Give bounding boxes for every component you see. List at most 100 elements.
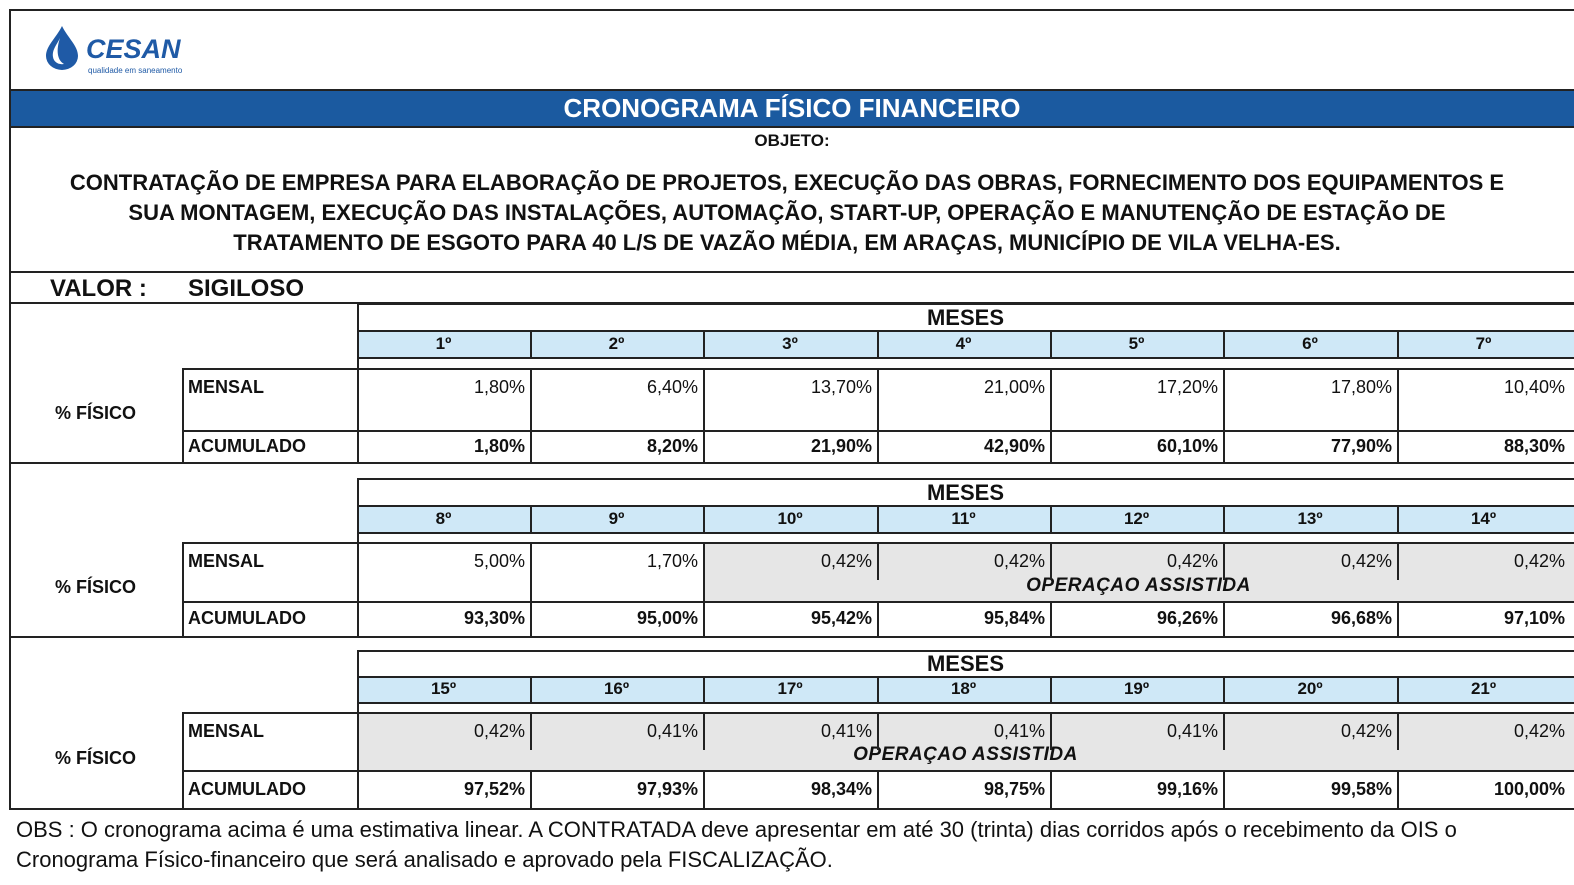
rule xyxy=(1050,505,1052,532)
rule xyxy=(1223,505,1225,532)
rule xyxy=(530,712,532,750)
month-label: 10º xyxy=(777,509,803,528)
month-label: 7º xyxy=(1475,334,1492,353)
rule xyxy=(530,330,532,357)
monthly-value: 0,41% xyxy=(1166,721,1218,741)
value: SIGILOSO xyxy=(188,275,305,302)
object-label: OBJETO: xyxy=(754,131,830,150)
month-header-bg xyxy=(357,676,1574,702)
rule xyxy=(703,368,705,462)
months-header: MESES xyxy=(926,480,1005,505)
cumulative-value: 98,34% xyxy=(810,779,872,799)
rule xyxy=(10,808,1574,810)
rule xyxy=(182,368,184,463)
rule xyxy=(182,542,184,637)
months-header: MESES xyxy=(926,305,1005,330)
monthly-value: 10,40% xyxy=(1503,377,1565,397)
rule xyxy=(703,330,705,357)
monthly-value: 1,80% xyxy=(473,377,525,397)
month-label: 20º xyxy=(1297,679,1323,698)
rule xyxy=(877,712,879,750)
monthly-value: 13,70% xyxy=(810,377,872,397)
logo-tagline: qualidade em saneamento xyxy=(88,66,183,75)
monthly-value: 0,42% xyxy=(1513,551,1565,571)
object-line: SUA MONTAGEM, EXECUÇÃO DAS INSTALAÇÕES, … xyxy=(128,200,1446,225)
obs-line: Cronograma Físico-financeiro que será an… xyxy=(16,847,833,872)
rule xyxy=(530,505,532,532)
cumulative-value: 77,90% xyxy=(1330,436,1392,456)
cumulative-value: 60,10% xyxy=(1156,436,1218,456)
row-group-label: % FÍSICO xyxy=(55,403,137,423)
monthly-value: 21,00% xyxy=(983,377,1045,397)
rule xyxy=(357,650,359,809)
shaded-area xyxy=(703,542,1574,601)
cumulative-value: 95,00% xyxy=(636,608,698,628)
row-label: MENSAL xyxy=(188,551,264,571)
month-label: 13º xyxy=(1297,509,1323,528)
cumulative-value: 97,52% xyxy=(463,779,525,799)
logo-drop xyxy=(46,26,78,70)
rule xyxy=(703,542,705,636)
month-label: 1º xyxy=(435,334,452,353)
monthly-value: 0,41% xyxy=(993,721,1045,741)
cumulative-value: 95,84% xyxy=(983,608,1045,628)
rule xyxy=(357,330,1574,332)
monthly-value: 0,42% xyxy=(820,551,872,571)
rule xyxy=(1050,601,1052,636)
rule xyxy=(357,303,359,463)
shaded-area xyxy=(357,712,1574,770)
monthly-value: 17,80% xyxy=(1330,377,1392,397)
month-label: 4º xyxy=(955,334,972,353)
rule xyxy=(1050,770,1052,808)
month-label: 21º xyxy=(1470,679,1497,698)
month-label: 16º xyxy=(603,679,630,698)
month-label: 6º xyxy=(1302,334,1318,353)
rule xyxy=(182,712,184,809)
monthly-value: 0,41% xyxy=(646,721,698,741)
rule xyxy=(1050,712,1052,750)
rule xyxy=(1397,330,1399,357)
rule xyxy=(1223,676,1225,702)
rule xyxy=(10,126,1574,128)
month-header-bg xyxy=(357,330,1574,357)
row-group-label: % FÍSICO xyxy=(55,748,137,768)
rule xyxy=(1397,505,1399,532)
month-label: 11º xyxy=(951,509,976,528)
rule xyxy=(703,676,705,702)
rule xyxy=(9,9,11,810)
rule xyxy=(357,650,1574,652)
rule xyxy=(1050,542,1052,580)
month-label: 8º xyxy=(435,509,452,528)
rule xyxy=(1223,712,1225,750)
rule xyxy=(877,770,879,808)
rule xyxy=(1397,368,1399,462)
title-bar xyxy=(10,90,1574,127)
monthly-value: 0,42% xyxy=(1340,551,1392,571)
rule xyxy=(530,770,532,808)
month-label: 5º xyxy=(1128,334,1145,353)
logo-name: CESAN xyxy=(86,34,181,64)
rule xyxy=(877,601,879,636)
cumulative-value: 42,90% xyxy=(983,436,1045,456)
monthly-value: 0,42% xyxy=(1340,721,1392,741)
rule xyxy=(357,303,1574,305)
cumulative-value: 93,30% xyxy=(463,608,525,628)
month-header-bg xyxy=(357,505,1574,532)
rule xyxy=(1050,368,1052,462)
rule xyxy=(357,478,1574,480)
object-line: TRATAMENTO DE ESGOTO PARA 40 L/S DE VAZÃ… xyxy=(233,230,1341,255)
row-label: ACUMULADO xyxy=(188,608,306,628)
month-label: 3º xyxy=(782,334,798,353)
title: CRONOGRAMA FÍSICO FINANCEIRO xyxy=(563,93,1021,123)
cumulative-value: 99,58% xyxy=(1330,779,1392,799)
monthly-value: 1,70% xyxy=(646,551,698,571)
rule xyxy=(1223,601,1225,636)
months-header: MESES xyxy=(926,651,1005,676)
monthly-value: 6,40% xyxy=(646,377,698,397)
cumulative-value: 100,00% xyxy=(1493,779,1565,799)
cumulative-value: 98,75% xyxy=(983,779,1045,799)
row-label: MENSAL xyxy=(188,721,264,741)
cumulative-value: 21,90% xyxy=(810,436,872,456)
rule xyxy=(703,770,705,808)
